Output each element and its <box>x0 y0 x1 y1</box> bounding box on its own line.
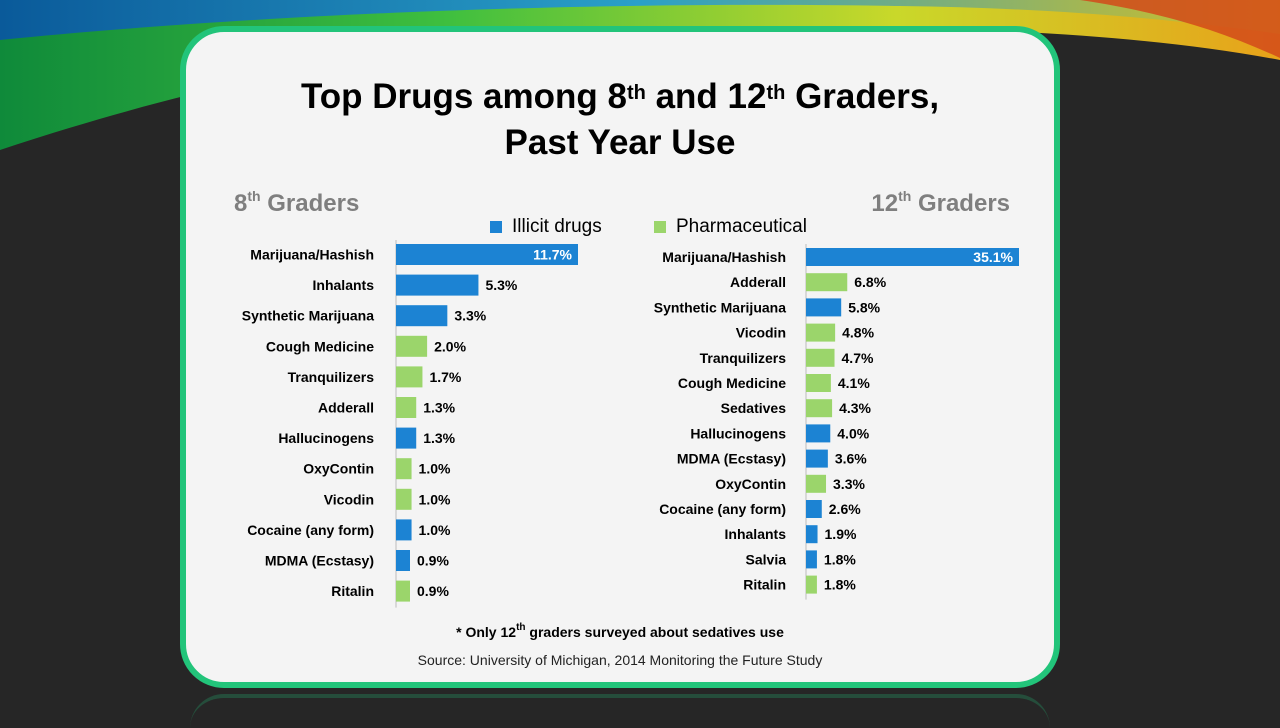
value-label: 0.9% <box>417 583 449 599</box>
bar <box>396 366 423 388</box>
bar <box>396 488 412 510</box>
value-label: 4.3% <box>839 400 871 416</box>
category-label: Tranquilizers <box>288 369 375 385</box>
bar <box>806 323 836 342</box>
legend-item-pharmaceutical: Pharmaceutical <box>654 216 807 238</box>
category-label: Marijuana/Hashish <box>662 249 786 265</box>
value-label: 2.0% <box>434 338 466 354</box>
bar <box>806 399 833 418</box>
category-label: Vicodin <box>324 491 374 507</box>
value-label: 35.1% <box>973 249 1013 265</box>
category-label: Adderall <box>730 274 786 290</box>
value-label: 1.3% <box>423 400 455 416</box>
category-label: MDMA (Ecstasy) <box>265 553 374 569</box>
value-label: 5.3% <box>485 277 517 293</box>
value-label: 1.7% <box>429 369 461 385</box>
category-label: Synthetic Marijuana <box>242 308 374 324</box>
legend-item-illicit: Illicit drugs <box>490 216 602 238</box>
category-label: Cocaine (any form) <box>247 522 374 538</box>
category-label: Inhalants <box>725 526 787 542</box>
value-label: 1.8% <box>824 551 856 567</box>
value-label: 1.9% <box>825 526 857 542</box>
category-label: Hallucinogens <box>690 425 786 441</box>
bar <box>396 244 578 265</box>
value-label: 6.8% <box>854 274 886 290</box>
legend-swatch-pharmaceutical <box>654 221 666 233</box>
value-label: 3.6% <box>835 451 867 467</box>
bar <box>806 449 828 468</box>
value-label: 5.8% <box>848 299 880 315</box>
category-label: MDMA (Ecstasy) <box>677 451 786 467</box>
value-label: 1.8% <box>824 577 856 593</box>
value-label: 4.0% <box>837 425 869 441</box>
chart-8th-graders: Marijuana/Hashish 11.7% Inhalants 5.3% Synth… <box>242 240 578 608</box>
panel-heading-12th: 12th Graders <box>871 188 1010 217</box>
bar <box>806 248 1019 266</box>
category-label: OxyContin <box>303 461 374 477</box>
slide-card: Top Drugs among 8th and 12th Graders, Pa… <box>180 26 1060 688</box>
bar <box>806 550 817 569</box>
legend-swatch-illicit <box>490 221 502 233</box>
value-label: 4.7% <box>842 350 874 366</box>
value-label: 1.3% <box>423 430 455 446</box>
category-label: Synthetic Marijuana <box>654 299 786 315</box>
footnote: * Only 12th graders surveyed about sedat… <box>456 622 784 640</box>
bar <box>396 519 412 541</box>
bar <box>396 397 417 418</box>
bar <box>806 424 831 443</box>
bar <box>806 298 842 317</box>
bar <box>806 273 848 292</box>
category-label: Salvia <box>746 551 787 567</box>
value-label: 0.9% <box>417 553 449 569</box>
category-label: Cocaine (any form) <box>659 501 786 517</box>
page-title: Top Drugs among 8th and 12th Graders, Pa… <box>300 77 940 162</box>
category-label: Marijuana/Hashish <box>250 247 374 263</box>
value-label: 4.1% <box>838 375 870 391</box>
bar <box>806 374 831 392</box>
category-label: Ritalin <box>743 577 786 593</box>
bar <box>396 274 479 296</box>
chart-12th-graders: Marijuana/Hashish 35.1% Adderall 6.8% Synthe… <box>654 244 1019 600</box>
category-label: Inhalants <box>313 277 375 293</box>
category-label: Vicodin <box>736 325 786 341</box>
value-label: 4.8% <box>842 325 874 341</box>
bar <box>806 575 817 594</box>
value-label: 1.0% <box>419 522 451 538</box>
bar <box>396 335 428 357</box>
category-label: Ritalin <box>331 583 374 599</box>
bar <box>396 427 417 449</box>
value-label: 1.0% <box>419 491 451 507</box>
value-label: 3.3% <box>454 308 486 324</box>
category-label: Tranquilizers <box>700 350 787 366</box>
bar <box>806 348 835 367</box>
bar <box>806 525 818 544</box>
category-label: Adderall <box>318 400 374 416</box>
bar <box>396 580 410 602</box>
value-label: 3.3% <box>833 476 865 492</box>
category-label: Cough Medicine <box>266 338 374 354</box>
source-note: Source: University of Michigan, 2014 Mon… <box>417 652 823 668</box>
card-reflection <box>190 694 1050 728</box>
category-label: OxyContin <box>715 476 786 492</box>
category-label: Sedatives <box>721 400 787 416</box>
bar <box>396 305 448 327</box>
value-label: 1.0% <box>419 461 451 477</box>
bar <box>396 458 412 480</box>
bar <box>396 550 410 571</box>
value-label: 11.7% <box>533 247 572 263</box>
value-label: 2.6% <box>829 501 861 517</box>
category-label: Hallucinogens <box>278 430 374 446</box>
bar <box>806 500 822 518</box>
category-label: Cough Medicine <box>678 375 786 391</box>
panel-heading-8th: 8th Graders <box>234 188 360 217</box>
bar <box>806 474 827 493</box>
